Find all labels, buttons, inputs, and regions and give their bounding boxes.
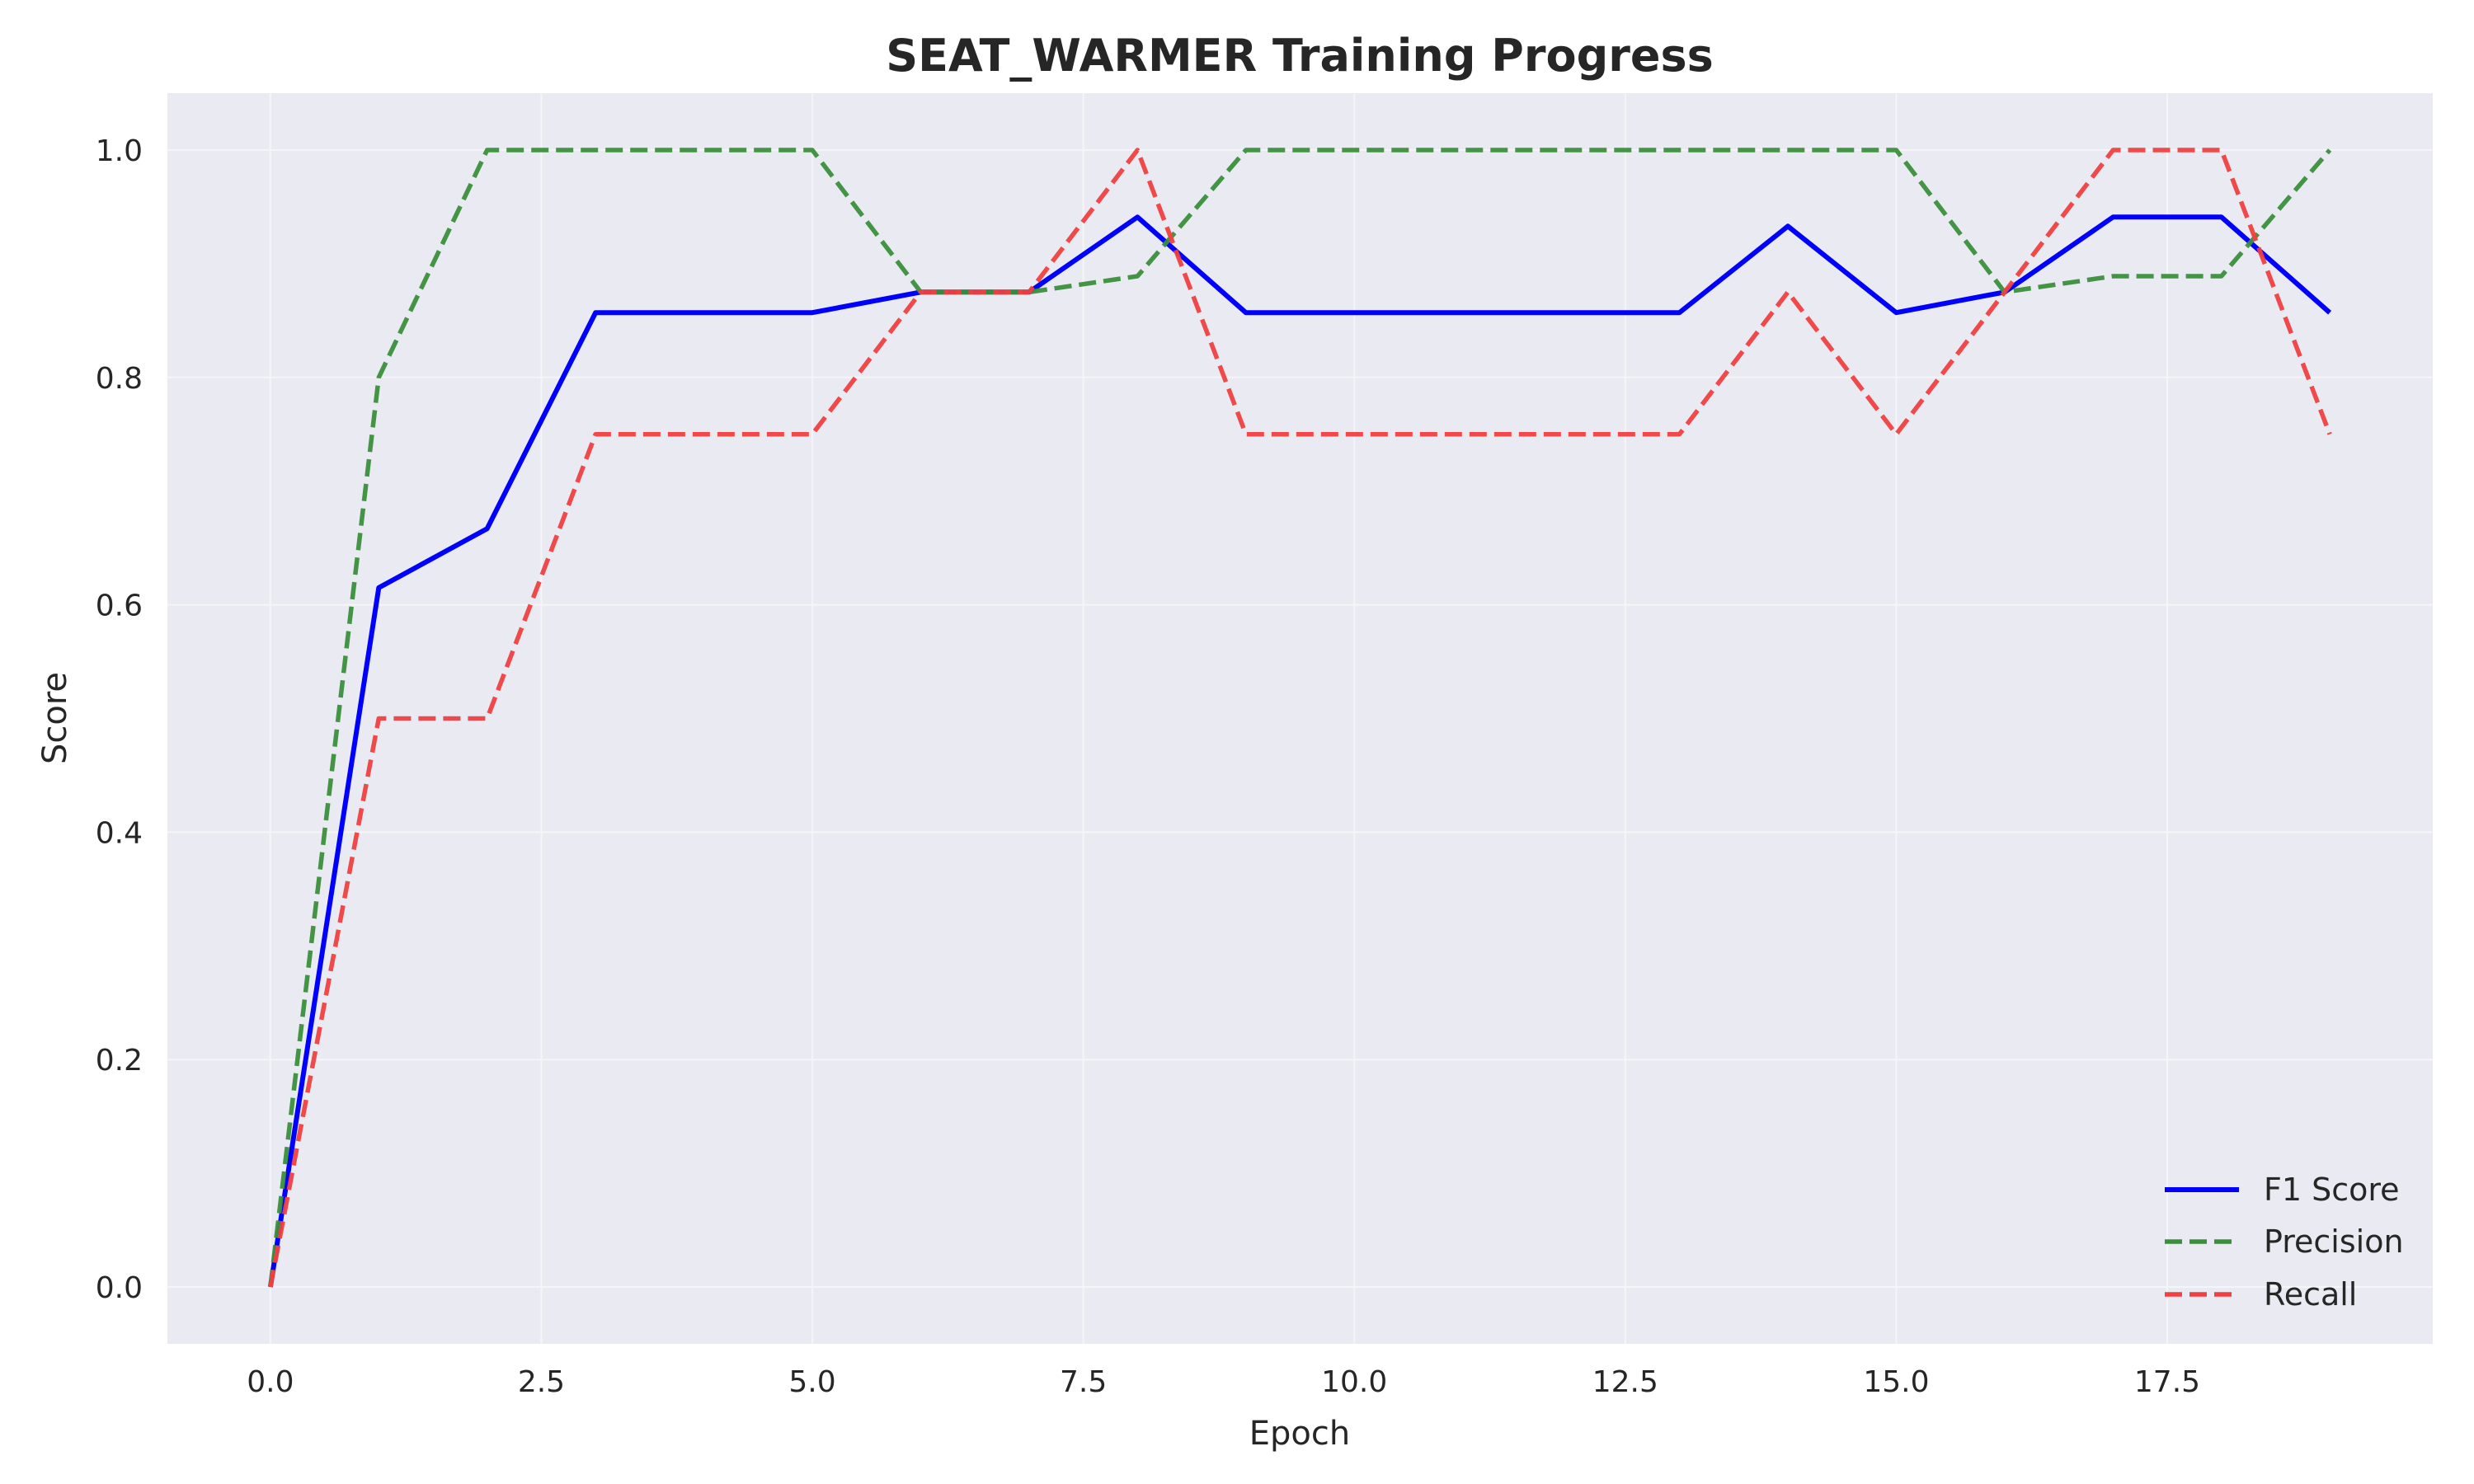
y-tick-label: 0.6: [96, 589, 143, 623]
legend: F1 Score Precision Recall: [2165, 1172, 2404, 1313]
x-tick-labels: 0.0 2.5 5.0 7.5 10.0 12.5 15.0 17.5: [247, 1365, 2200, 1399]
y-tick-label: 0.8: [96, 362, 143, 396]
y-tick-labels: 0.0 0.2 0.4 0.6 0.8 1.0: [96, 134, 143, 1305]
y-axis-label: Score: [36, 672, 74, 764]
y-tick-label: 0.0: [96, 1271, 143, 1305]
x-tick-label: 12.5: [1592, 1365, 1658, 1399]
x-tick-label: 0.0: [247, 1365, 294, 1399]
series-line-f1-score: [267, 214, 2332, 1288]
x-tick-label: 10.0: [1321, 1365, 1387, 1399]
series-lines: [267, 148, 2332, 1288]
chart-title: SEAT_WARMER Training Progress: [886, 30, 1714, 82]
y-tick-label: 0.2: [96, 1044, 143, 1078]
legend-label-recall: Recall: [2264, 1276, 2357, 1313]
legend-label-precision: Precision: [2264, 1223, 2404, 1260]
legend-label-f1-score: F1 Score: [2264, 1172, 2400, 1208]
y-tick-label: 0.4: [96, 816, 143, 850]
x-tick-label: 5.0: [788, 1365, 835, 1399]
series-line-recall: [268, 148, 2332, 1288]
x-tick-label: 2.5: [518, 1365, 565, 1399]
x-tick-label: 17.5: [2134, 1365, 2200, 1399]
series-line-precision: [268, 148, 2332, 1288]
x-tick-label: 7.5: [1060, 1365, 1107, 1399]
x-axis-label: Epoch: [1249, 1415, 1350, 1453]
x-tick-label: 15.0: [1863, 1365, 1929, 1399]
plot-background: [167, 93, 2433, 1344]
y-tick-label: 1.0: [96, 134, 143, 168]
